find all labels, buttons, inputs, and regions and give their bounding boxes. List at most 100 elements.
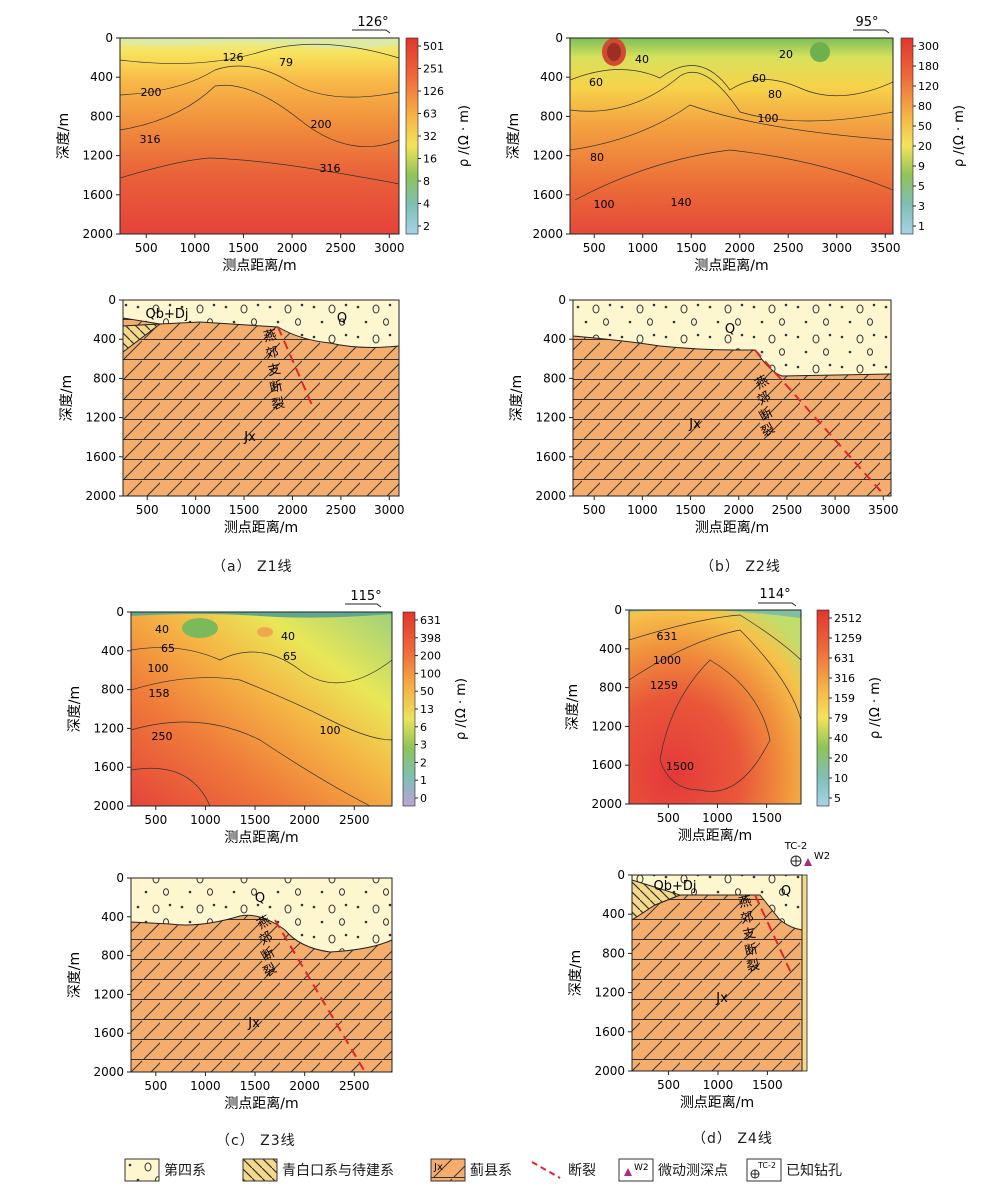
fault-label: 支 xyxy=(741,926,757,943)
legend-w2-label: 微动测深点 xyxy=(658,1163,728,1179)
contour-label: 100 xyxy=(594,198,615,211)
panel-c-azimuth-arrow xyxy=(345,603,382,608)
x-axis-title: 测点距离/m xyxy=(224,1095,298,1112)
x-tick-label: 1000 xyxy=(190,813,221,827)
caption-c: （c） Z3线 xyxy=(216,1133,296,1149)
colorbar-tick-label: 398 xyxy=(420,632,441,645)
y-tick-label: 400 xyxy=(90,70,113,84)
jx-label: Jx xyxy=(715,991,728,1006)
y-tick-label: 1600 xyxy=(591,758,622,772)
qb-label: Qb+Dj xyxy=(146,307,189,322)
contour-label: 316 xyxy=(140,133,161,146)
panel-a-geology xyxy=(122,299,400,497)
y-tick-label: 800 xyxy=(93,371,116,385)
x-tick-label: 3000 xyxy=(374,503,405,517)
x-tick-label: 500 xyxy=(135,241,158,255)
y-tick-label: 800 xyxy=(543,371,566,385)
y-tick-label: 1600 xyxy=(82,188,113,202)
colorbar-tick-label: 10 xyxy=(834,772,848,785)
colorbar-title: ρ /(Ω · m) xyxy=(457,105,472,167)
panel-b-colorbar xyxy=(900,37,914,235)
y-tick-label: 2000 xyxy=(532,227,563,241)
y-tick-label: 800 xyxy=(540,109,563,123)
tc-swatch-icon: TC-2 xyxy=(746,1158,782,1182)
colorbar-tick-label: 180 xyxy=(918,60,939,73)
fault-label: 郊 xyxy=(739,909,755,927)
x-tick-label: 500 xyxy=(583,241,606,255)
y-tick-label: 0 xyxy=(116,871,124,885)
x-axis-title: 测点距离/m xyxy=(224,829,298,846)
y-tick-label: 400 xyxy=(93,332,116,346)
x-tick-label: 1000 xyxy=(627,503,658,517)
y-tick-label: 1600 xyxy=(93,1026,124,1040)
x-tick-label: 1500 xyxy=(675,503,706,517)
x-tick-label: 2500 xyxy=(772,503,803,517)
panel-a-azimuth-arrow xyxy=(352,29,391,34)
colorbar-tick-label: 63 xyxy=(423,108,437,121)
x-tick-label: 1000 xyxy=(703,1078,734,1092)
contour-label: 80 xyxy=(590,151,604,164)
panel-d-geology xyxy=(631,874,808,1072)
y-tick-label: 0 xyxy=(116,605,124,619)
x-tick-label: 2000 xyxy=(277,503,308,517)
y-tick-label: 400 xyxy=(602,907,625,921)
contour-label: 60 xyxy=(752,72,766,85)
x-tick-label: 2500 xyxy=(326,503,357,517)
contour-label: 316 xyxy=(320,162,341,175)
legend-jx: Jx 蓟县系 xyxy=(430,1158,512,1182)
q-label: Q xyxy=(781,884,791,899)
colorbar-tick-label: 8 xyxy=(423,175,430,188)
contour-label: 100 xyxy=(148,662,169,675)
fault-label: 断 xyxy=(259,945,278,964)
colorbar-tick-label: 50 xyxy=(918,120,932,133)
y-tick-label: 400 xyxy=(540,70,563,84)
y-tick-label: 1200 xyxy=(532,149,563,163)
y-tick-label: 2000 xyxy=(93,799,124,813)
w2-label: W2 xyxy=(814,851,830,862)
colorbar-tick-label: 200 xyxy=(420,650,441,663)
colorbar-tick-label: 3 xyxy=(420,739,427,752)
colorbar-tick-label: 1 xyxy=(918,220,925,233)
legend-tc: TC-2 已知钻孔 xyxy=(746,1158,842,1182)
x-tick-label: 3000 xyxy=(821,241,852,255)
x-tick-label: 1500 xyxy=(752,1078,783,1092)
colorbar-tick-label: 120 xyxy=(918,80,939,93)
caption-a: （a） Z1线 xyxy=(212,559,293,575)
x-tick-label: 2500 xyxy=(339,813,370,827)
contour-label: 65 xyxy=(161,642,175,655)
x-tick-label: 3000 xyxy=(374,241,405,255)
azimuth-label: 114° xyxy=(759,587,790,602)
contour-label: 200 xyxy=(311,118,332,131)
panel-b-azimuth-arrow xyxy=(853,29,890,34)
panel-a-resistivity xyxy=(119,37,400,235)
contour-label: 40 xyxy=(635,53,649,66)
panel-a-colorbar xyxy=(405,37,419,235)
colorbar-tick-label: 79 xyxy=(834,712,848,725)
colorbar-tick-label: 5 xyxy=(834,792,841,805)
y-tick-label: 400 xyxy=(599,642,622,656)
y-tick-label: 2000 xyxy=(535,489,566,503)
y-tick-label: 1200 xyxy=(591,719,622,733)
x-tick-label: 2500 xyxy=(339,1079,370,1093)
legend-w2-swatch-text: W2 xyxy=(634,1163,649,1173)
colorbar-tick-label: 40 xyxy=(834,732,848,745)
panel-c-colorbar xyxy=(402,611,416,807)
colorbar-tick-label: 159 xyxy=(834,692,855,705)
azimuth-label: 126° xyxy=(357,15,388,30)
panel-d-resistivity xyxy=(628,609,802,805)
colorbar-tick-label: 20 xyxy=(834,752,848,765)
panel-b-geology xyxy=(572,299,892,497)
x-tick-label: 1500 xyxy=(751,811,782,825)
x-tick-label: 2000 xyxy=(289,813,320,827)
y-tick-label: 0 xyxy=(617,868,625,882)
legend-jx-swatch-text: Jx xyxy=(433,1162,443,1173)
contour-label: 100 xyxy=(758,112,779,125)
legend: 第四系 青白口系与待建系 Jx 蓟县系 断裂 W2 微动测深点 TC-2 已知钻… xyxy=(0,1150,1000,1188)
colorbar-tick-label: 300 xyxy=(918,40,939,53)
fault-label: 支 xyxy=(266,362,282,379)
x-axis-title: 测点距离/m xyxy=(222,257,296,274)
x-tick-label: 1000 xyxy=(190,1079,221,1093)
y-tick-label: 800 xyxy=(101,949,124,963)
legend-fault-label: 断裂 xyxy=(568,1163,596,1179)
contour-label: 631 xyxy=(657,630,678,643)
